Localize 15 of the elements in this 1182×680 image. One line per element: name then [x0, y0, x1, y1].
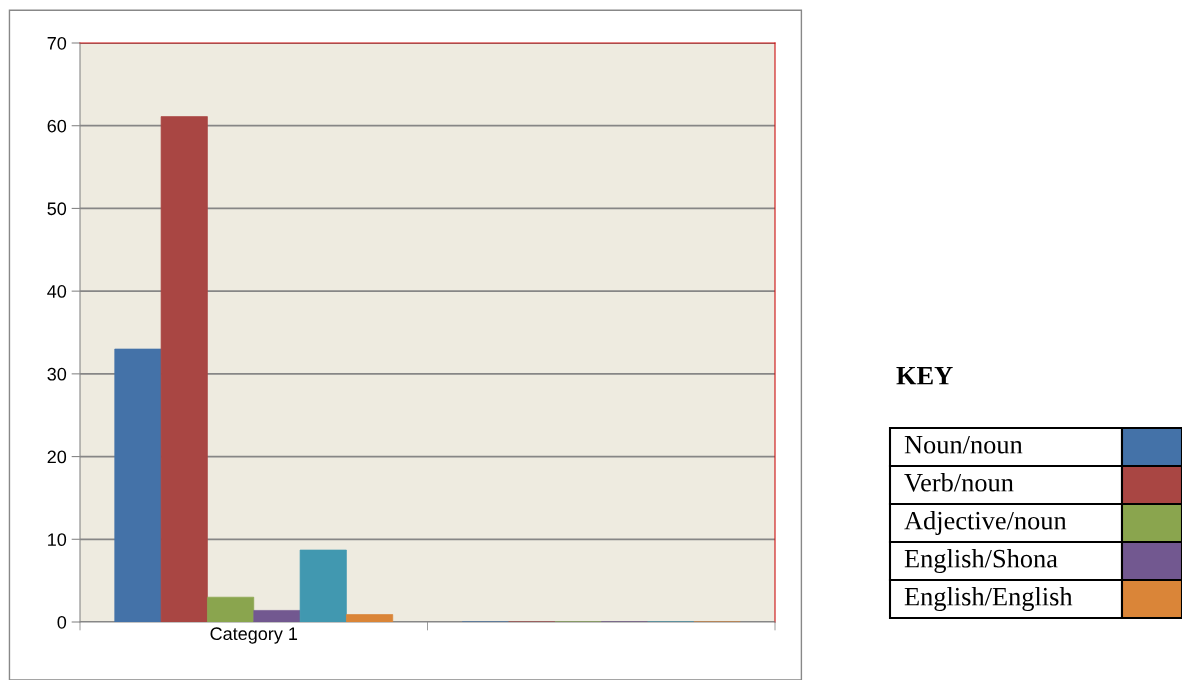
legend-label: Adjective/noun	[904, 511, 1067, 535]
y-tick-label: 70	[47, 36, 67, 50]
y-tick-label: 50	[47, 202, 67, 216]
text: English/Shona	[904, 549, 1058, 573]
text: Verb/noun	[904, 473, 1014, 492]
legend-title: KEY	[896, 367, 953, 385]
y-tick-label: 20	[47, 450, 67, 464]
legend-label: English/English	[904, 587, 1073, 611]
y-tick-label: 60	[47, 119, 67, 133]
y-tick-label: 30	[47, 367, 67, 381]
y-tick-label: 40	[47, 285, 67, 298]
x-tick-label: Category 1	[210, 627, 298, 644]
y-tick-label: 0	[57, 615, 67, 629]
text: Noun/noun	[904, 435, 1023, 454]
y-tick-label: 10	[48, 533, 67, 547]
